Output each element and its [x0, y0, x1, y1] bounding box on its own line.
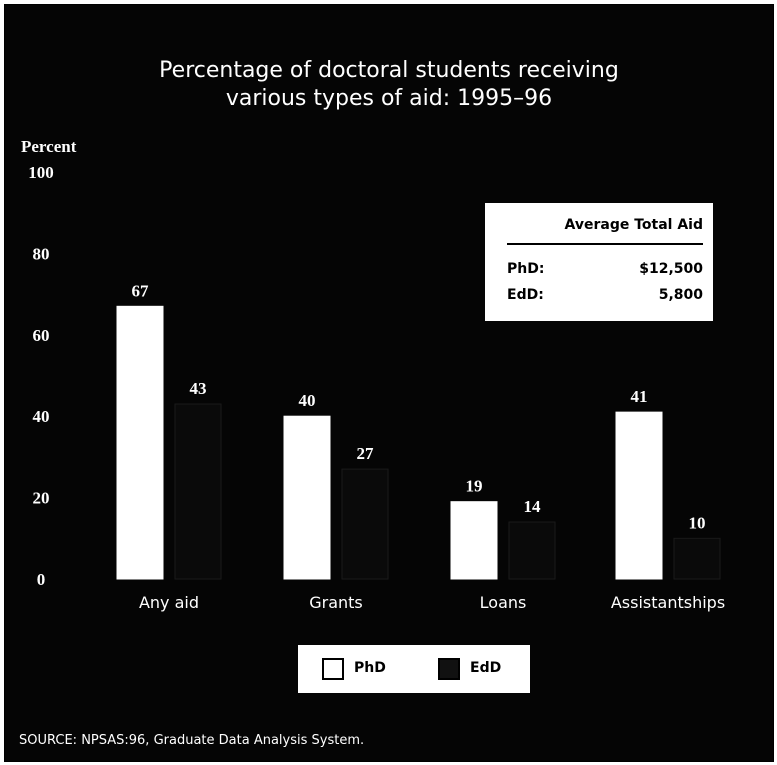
data-label-edd: 14: [524, 497, 542, 516]
legend: PhD EdD: [298, 645, 530, 693]
y-tick-label: 80: [33, 244, 50, 263]
inset-rule: [507, 243, 703, 245]
y-tick-label: 100: [28, 163, 54, 182]
bar-phd: [283, 415, 331, 580]
inset-row-label: EdD:: [507, 287, 544, 303]
inset-row-label: PhD:: [507, 261, 545, 277]
data-label-phd: 41: [631, 387, 648, 406]
bar-edd: [673, 537, 721, 580]
legend-swatch-phd: [322, 658, 344, 680]
average-total-aid-box: Average Total Aid PhD: $12,500 EdD: 5,80…: [485, 203, 713, 321]
inset-row-edd: EdD: 5,800: [507, 287, 703, 307]
inset-row-phd: PhD: $12,500: [507, 261, 703, 281]
data-label-edd: 10: [689, 513, 706, 532]
bar-chart-plot: 0 20 40 60 80 100 67 43 Any aid 40 27 Grants 19 14 Loa…: [28, 163, 725, 612]
source-note: SOURCE: NPSAS:96, Graduate Data Analysis…: [19, 733, 365, 748]
legend-label-phd: PhD: [354, 660, 386, 676]
bar-edd: [341, 468, 389, 580]
x-category-label: Assistantships: [611, 593, 725, 612]
legend-label-edd: EdD: [470, 660, 502, 676]
inset-title: Average Total Aid: [564, 217, 703, 233]
y-tick-label: 20: [33, 489, 50, 508]
bar-phd: [450, 501, 498, 580]
chart-title-line-1: Percentage of doctoral students receivin…: [159, 58, 619, 83]
inset-row-value: $12,500: [639, 261, 703, 277]
data-label-phd: 19: [466, 477, 483, 496]
y-tick-label: 0: [37, 570, 46, 589]
y-tick-label: 60: [33, 326, 50, 345]
data-label-edd: 27: [357, 444, 375, 463]
chart-title: Percentage of doctoral students receivin…: [5, 57, 773, 113]
data-label-phd: 40: [299, 391, 316, 410]
bar-phd: [615, 411, 663, 580]
data-label-edd: 43: [190, 379, 207, 398]
bar-edd: [174, 403, 222, 580]
x-category-label: Loans: [480, 593, 527, 612]
y-tick-label: 40: [33, 407, 50, 426]
inset-row-value: 5,800: [658, 287, 703, 303]
x-category-label: Any aid: [139, 593, 199, 612]
chart-title-line-2: various types of aid: 1995–96: [225, 86, 553, 111]
bar-edd: [508, 521, 556, 580]
y-axis-label: Percent: [21, 137, 77, 156]
legend-swatch-edd: [438, 658, 460, 680]
data-label-phd: 67: [132, 281, 150, 300]
x-category-label: Grants: [309, 593, 363, 612]
bar-phd: [116, 305, 164, 580]
chart-frame: Percentage of doctoral students receivin…: [4, 4, 774, 762]
